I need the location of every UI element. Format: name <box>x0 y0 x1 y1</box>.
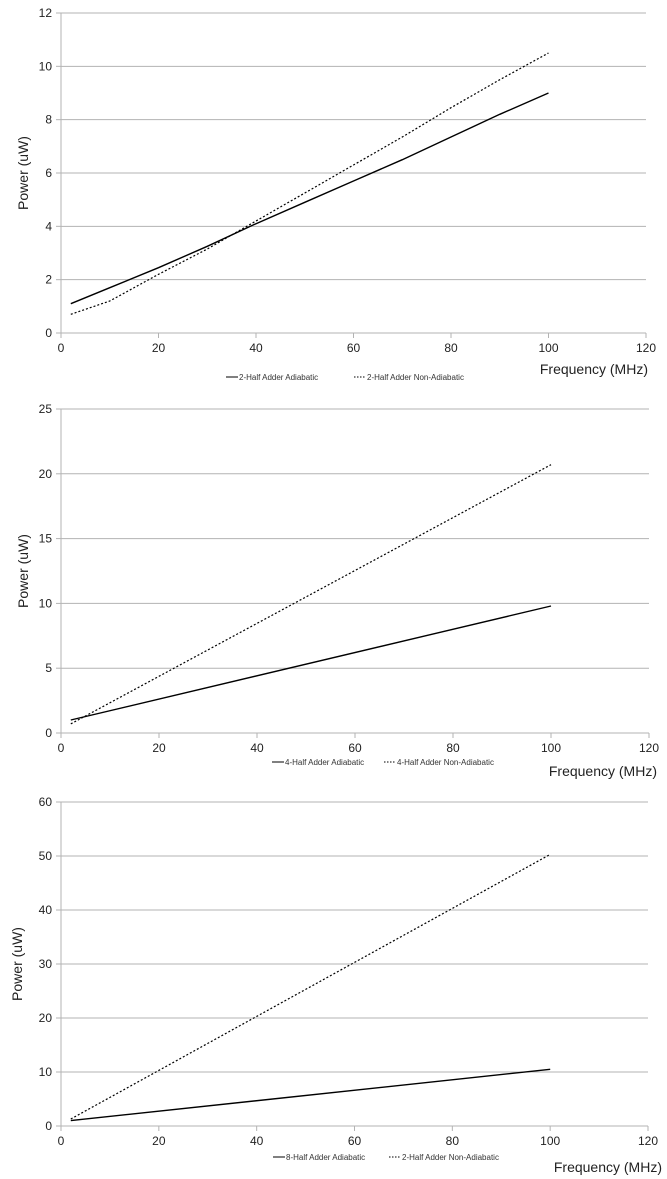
y-tick-label: 10 <box>39 59 53 73</box>
x-tick-label: 40 <box>249 341 263 355</box>
legend: 2-Half Adder Adiabatic 2-Half Adder Non-A… <box>226 373 464 382</box>
y-axis-label: Power (uW) <box>9 927 25 1001</box>
x-tick-label: 20 <box>152 1134 166 1148</box>
x-tick-label: 0 <box>58 341 65 355</box>
y-tick-label: 2 <box>45 273 52 287</box>
series-line-non-adiabatic <box>70 464 552 725</box>
x-tick-label: 40 <box>250 741 264 755</box>
y-tick-label: 6 <box>45 166 52 180</box>
y-tick-label: 40 <box>39 903 53 917</box>
x-tick-label: 0 <box>58 1134 65 1148</box>
x-tick-label: 20 <box>152 341 166 355</box>
y-tick-label: 30 <box>39 957 53 971</box>
legend: 8-Half Adder Adiabatic 2-Half Adder Non-A… <box>273 1153 499 1162</box>
x-axis-label: Frequency (MHz) <box>554 1159 662 1175</box>
x-tick-label: 60 <box>348 741 362 755</box>
y-tick-label: 8 <box>45 113 52 127</box>
x-tick-label: 100 <box>538 341 558 355</box>
series-line-adiabatic <box>70 1068 551 1122</box>
y-tick-label: 10 <box>39 1065 53 1079</box>
x-axis-label: Frequency (MHz) <box>540 361 648 377</box>
x-tick-label: 100 <box>540 1134 560 1148</box>
legend-entry: 2-Half Adder Non-Adiabatic <box>367 373 464 382</box>
x-tick-label: 40 <box>250 1134 264 1148</box>
y-tick-label: 0 <box>45 726 52 740</box>
series-line-adiabatic <box>70 92 549 305</box>
x-tick-label: 80 <box>444 341 458 355</box>
chart-3: 0 10 20 30 40 50 60 0 20 40 60 80 100 120 Frequency (M… <box>9 795 662 1175</box>
y-tick-label: 60 <box>39 795 53 809</box>
series-line-non-adiabatic <box>70 853 551 1120</box>
y-axis-label: Power (uW) <box>15 136 31 210</box>
x-tick-label: 60 <box>348 1134 362 1148</box>
x-tick-label: 120 <box>639 741 659 755</box>
x-tick-label: 100 <box>541 741 561 755</box>
y-tick-label: 5 <box>45 661 52 675</box>
legend-entry: 2-Half Adder Non-Adiabatic <box>402 1153 499 1162</box>
x-tick-label: 80 <box>446 741 460 755</box>
x-tick-label: 120 <box>638 1134 658 1148</box>
x-tick-label: 80 <box>446 1134 460 1148</box>
y-tick-label: 12 <box>39 6 53 20</box>
legend: 4-Half Adder Adiabatic 4-Half Adder Non-A… <box>272 758 494 767</box>
x-tick-label: 20 <box>152 741 166 755</box>
chart-2: 0 5 10 15 20 25 0 20 40 60 80 100 120 Frequency (MHz)… <box>15 402 659 779</box>
y-tick-label: 10 <box>39 596 53 610</box>
x-tick-label: 60 <box>347 341 361 355</box>
legend-entry: 2-Half Adder Adiabatic <box>239 373 318 382</box>
legend-entry: 4-Half Adder Adiabatic <box>285 758 364 767</box>
y-tick-label: 0 <box>45 326 52 340</box>
y-tick-label: 20 <box>39 1011 53 1025</box>
y-tick-label: 50 <box>39 849 53 863</box>
y-tick-label: 15 <box>39 532 53 546</box>
legend-entry: 8-Half Adder Adiabatic <box>286 1153 365 1162</box>
legend-entry: 4-Half Adder Non-Adiabatic <box>397 758 494 767</box>
y-tick-label: 4 <box>45 219 52 233</box>
series-line-non-adiabatic <box>70 52 549 315</box>
x-tick-label: 0 <box>58 741 65 755</box>
y-tick-label: 20 <box>39 467 53 481</box>
x-tick-label: 120 <box>636 341 656 355</box>
y-axis-label: Power (uW) <box>15 534 31 608</box>
y-tick-label: 0 <box>45 1119 52 1133</box>
y-tick-label: 25 <box>39 402 53 416</box>
series-line-adiabatic <box>70 605 552 721</box>
x-axis-label: Frequency (MHz) <box>549 763 657 779</box>
